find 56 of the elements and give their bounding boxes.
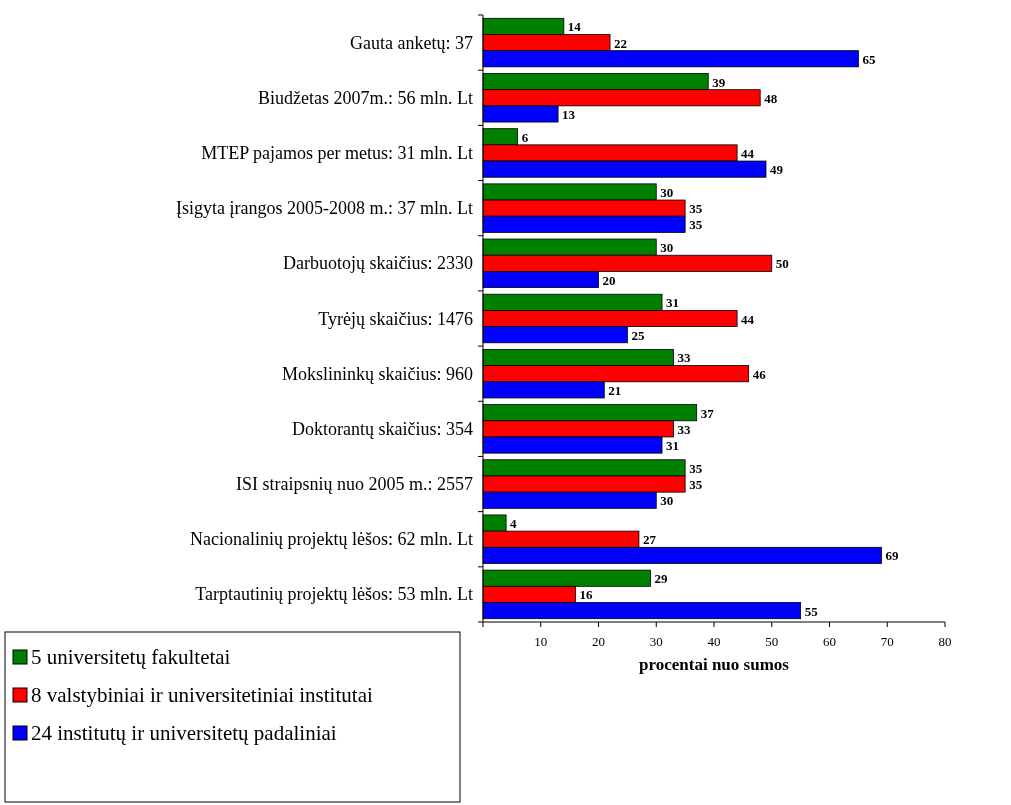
data-label: 39 — [712, 74, 726, 90]
data-label: 30 — [660, 493, 674, 509]
y-tick-label: Biudžetas 2007m.: 56 mln. Lt — [258, 87, 473, 108]
data-label: 49 — [769, 162, 784, 178]
data-label: 30 — [660, 240, 674, 256]
data-label: 33 — [677, 350, 692, 366]
data-label: 35 — [689, 477, 703, 493]
y-tick-label: Įsigyta įrangos 2005-2008 m.: 37 mln. Lt — [176, 198, 473, 219]
data-label: 35 — [689, 217, 703, 233]
x-tick-label: 30 — [649, 634, 663, 649]
data-label: 16 — [579, 587, 593, 603]
y-tick-label: Tyrėjų skaičius: 1476 — [318, 308, 473, 329]
data-label: 37 — [700, 405, 715, 421]
legend-label: 5 universitetų fakultetai — [31, 645, 231, 669]
data-label: 22 — [614, 35, 628, 51]
y-tick-label: Darbuotojų skaičius: 2330 — [283, 253, 473, 274]
data-label: 30 — [660, 184, 674, 200]
data-label: 55 — [804, 603, 819, 619]
y-tick-label: ISI straipsnių nuo 2005 m.: 2557 — [236, 474, 473, 495]
x-tick-label: 60 — [823, 634, 836, 649]
y-tick-label: Mokslininkų skaičius: 960 — [281, 363, 473, 384]
x-tick-label: 80 — [938, 634, 952, 649]
data-label: 35 — [689, 201, 703, 217]
data-label: 6 — [521, 129, 529, 145]
data-label: 27 — [642, 532, 657, 548]
data-label: 21 — [608, 382, 622, 398]
data-label: 35 — [689, 460, 703, 476]
x-tick-label: 10 — [534, 634, 548, 649]
x-tick-label: 20 — [592, 634, 605, 649]
data-label: 50 — [775, 256, 789, 272]
data-label: 46 — [752, 366, 767, 382]
data-label: 44 — [741, 311, 755, 327]
data-label: 44 — [741, 145, 755, 161]
legend-label: 8 valstybiniai ir universitetiniai institutai — [31, 683, 373, 707]
x-tick-label: 40 — [707, 634, 721, 649]
x-tick-label: 70 — [880, 634, 894, 649]
x-axis-title: procentai nuo sumos — [639, 655, 790, 674]
data-label: 20 — [602, 272, 616, 288]
data-label: 69 — [885, 548, 899, 564]
y-tick-label: Doktorantų skaičius: 354 — [292, 418, 473, 439]
y-tick-label: Nacionalinių projektų lėšos: 62 mln. Lt — [190, 529, 473, 550]
data-label: 13 — [562, 106, 576, 122]
data-label: 4 — [510, 516, 518, 532]
y-tick-label: Gauta anketų: 37 — [350, 32, 473, 53]
legend-label: 24 institutų ir universitetų padaliniai — [31, 721, 337, 745]
data-label: 65 — [862, 51, 876, 67]
y-tick-label: MTEP pajamos per metus: 31 mln. Lt — [201, 142, 473, 163]
data-label: 31 — [666, 438, 680, 454]
x-tick-label: 50 — [765, 634, 779, 649]
data-label: 48 — [764, 90, 778, 106]
y-tick-label: Tarptautinių projektų lėšos: 53 mln. Lt — [195, 584, 473, 605]
data-label: 31 — [666, 295, 680, 311]
data-label: 33 — [677, 421, 692, 437]
data-label: 25 — [631, 327, 645, 343]
data-label: 29 — [654, 571, 668, 587]
data-label: 14 — [567, 19, 582, 35]
